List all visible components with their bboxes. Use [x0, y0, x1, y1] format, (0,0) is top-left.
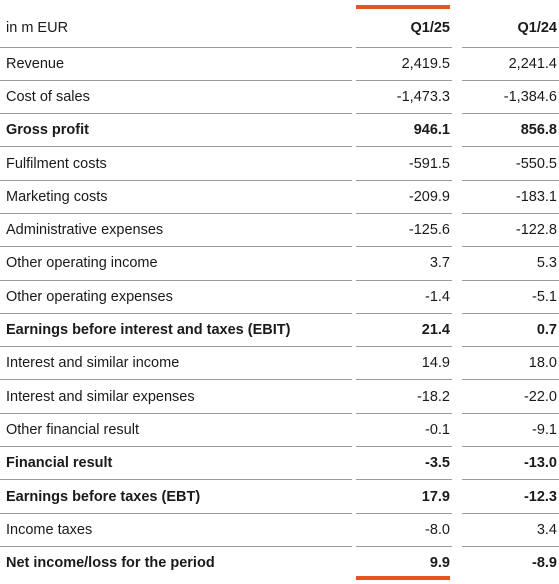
row-label: Net income/loss for the period: [0, 545, 352, 580]
value-q1-24: -9.1: [462, 412, 559, 447]
table-row: Fulfilment costs -591.5 -550.5: [0, 146, 559, 181]
table-row: Earnings before taxes (EBT) 17.9 -12.3: [0, 479, 559, 514]
q1-25-accent-bar-bottom: [356, 576, 450, 580]
value-q1-25: -8.0: [356, 512, 452, 547]
value-q1-25: -1,473.3: [356, 79, 452, 114]
value-q1-24: 5.3: [462, 246, 559, 281]
value-q1-25: 14.9: [356, 346, 452, 380]
row-label: Other operating income: [0, 246, 352, 281]
value-q1-24: 856.8: [462, 113, 559, 147]
value-q1-24: -122.8: [462, 212, 559, 247]
table-row: Cost of sales -1,473.3 -1,384.6: [0, 79, 559, 114]
table-row: Marketing costs -209.9 -183.1: [0, 179, 559, 214]
value-q1-25: -591.5: [356, 146, 452, 181]
value-q1-25: 17.9: [356, 479, 452, 514]
income-statement-table: in m EUR Q1/25 Q1/24 Revenue 2,419.5 2,241…: [0, 9, 559, 580]
table-row: Other operating income 3.7 5.3: [0, 246, 559, 281]
table-row: Interest and similar income 14.9 18.0: [0, 346, 559, 380]
row-label: Fulfilment costs: [0, 146, 352, 181]
table-row: Income taxes -8.0 3.4: [0, 512, 559, 547]
value-q1-24: -13.0: [462, 446, 559, 480]
table-row: Earnings before interest and taxes (EBIT…: [0, 312, 559, 347]
value-q1-25: -209.9: [356, 179, 452, 214]
q1-25-accent-bar-top: [356, 5, 450, 9]
table-row: Gross profit 946.1 856.8: [0, 113, 559, 147]
value-q1-25: 3.7: [356, 246, 452, 281]
row-label: Marketing costs: [0, 179, 352, 214]
value-q1-25: 21.4: [356, 312, 452, 347]
row-label: Other operating expenses: [0, 279, 352, 314]
value-q1-25: 2,419.5: [356, 46, 452, 81]
table-row: Administrative expenses -125.6 -122.8: [0, 212, 559, 247]
value-q1-25: 946.1: [356, 113, 452, 147]
unit-label: in m EUR: [0, 9, 352, 48]
table-body: Revenue 2,419.5 2,241.4 Cost of sales -1,473…: [0, 46, 559, 580]
table-row: Financial result -3.5 -13.0: [0, 446, 559, 480]
value-q1-25: -0.1: [356, 412, 452, 447]
value-q1-24: -12.3: [462, 479, 559, 514]
value-q1-24: -8.9: [462, 545, 559, 580]
value-q1-25: -1.4: [356, 279, 452, 314]
row-label: Interest and similar income: [0, 346, 352, 380]
value-q1-24: -5.1: [462, 279, 559, 314]
value-q1-24: -22.0: [462, 379, 559, 414]
value-q1-25: -125.6: [356, 212, 452, 247]
row-label: Cost of sales: [0, 79, 352, 114]
row-label: Income taxes: [0, 512, 352, 547]
row-label: Interest and similar expenses: [0, 379, 352, 414]
value-q1-24: 2,241.4: [462, 46, 559, 81]
row-label: Administrative expenses: [0, 212, 352, 247]
row-label: Earnings before taxes (EBT): [0, 479, 352, 514]
row-label: Other financial result: [0, 412, 352, 447]
value-q1-24: -550.5: [462, 146, 559, 181]
table-row: Other financial result -0.1 -9.1: [0, 412, 559, 447]
column-header-q1-24: Q1/24: [462, 9, 559, 48]
table-row: Other operating expenses -1.4 -5.1: [0, 279, 559, 314]
row-label: Financial result: [0, 446, 352, 480]
table-row: Revenue 2,419.5 2,241.4: [0, 46, 559, 81]
value-q1-24: 0.7: [462, 312, 559, 347]
table-row: Net income/loss for the period 9.9 -8.9: [0, 545, 559, 580]
value-q1-25: 9.9: [356, 545, 452, 580]
value-q1-25: -3.5: [356, 446, 452, 480]
value-q1-24: -1,384.6: [462, 79, 559, 114]
value-q1-25: -18.2: [356, 379, 452, 414]
row-label: Earnings before interest and taxes (EBIT…: [0, 312, 352, 347]
value-q1-24: 3.4: [462, 512, 559, 547]
table-header-row: in m EUR Q1/25 Q1/24: [0, 9, 559, 48]
value-q1-24: -183.1: [462, 179, 559, 214]
value-q1-24: 18.0: [462, 346, 559, 380]
row-label: Gross profit: [0, 113, 352, 147]
table-row: Interest and similar expenses -18.2 -22.0: [0, 379, 559, 414]
column-header-q1-25: Q1/25: [356, 9, 452, 48]
row-label: Revenue: [0, 46, 352, 81]
